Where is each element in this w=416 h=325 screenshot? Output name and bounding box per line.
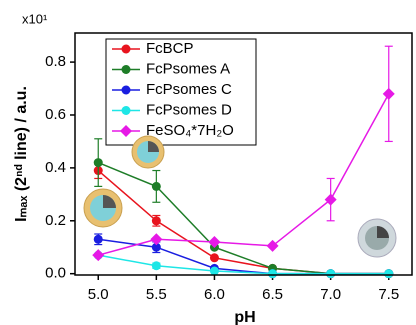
data-point [266,239,279,252]
data-point [151,216,161,226]
series-line [98,93,390,256]
x-tick-label: 6.5 [262,286,283,303]
x-tick-label: 7.0 [320,286,341,303]
legend-marker [121,85,131,95]
vesicle-icons [83,135,397,258]
legend-label: FcPsomes A [146,60,230,77]
x-axis-label: pH [234,309,255,325]
data-point [151,261,161,271]
x-tick-label: 6.0 [204,286,225,303]
data-point [150,233,163,246]
data-point [382,87,395,100]
data-point [208,235,221,248]
legend-marker [121,65,131,74]
y-tick-label: 0.4 [45,159,66,176]
data-point [93,234,103,244]
legend-label: FcPsomes C [146,81,232,98]
legend-marker [120,125,132,137]
y-tick-label: 0.8 [45,53,66,70]
data-point [151,181,161,191]
data-point [209,266,219,276]
data-point [93,158,103,168]
data-point [268,269,278,279]
data-point [151,242,161,252]
data-point [384,269,394,279]
legend-label: FcPsomes D [146,101,232,118]
x-tick-label: 5.0 [88,286,109,303]
y-tick-label: 0.2 [45,212,66,229]
y-tick-label: 0.0 [45,265,66,282]
x-tick-label: 5.5 [146,286,167,303]
series-line [97,161,389,275]
y-axis-label: Iₘₐₓ (2ⁿᵈ line) / a.u. [13,86,30,222]
legend-marker [121,44,131,54]
series-line [98,254,389,275]
x-tick-label: 7.5 [378,286,399,303]
y-tick-label: 0.6 [45,106,66,123]
legend-label: FeSO₄*7H₂O [146,122,234,139]
data-point [92,249,105,262]
plot-frame [74,32,413,276]
data-point [209,253,219,263]
y-multiplier: x10¹ [22,11,48,26]
legend-marker [121,106,131,115]
legend-label: FcBCP [146,40,194,57]
data-point [324,193,337,206]
legend-box [105,38,257,146]
data-point [326,269,336,279]
